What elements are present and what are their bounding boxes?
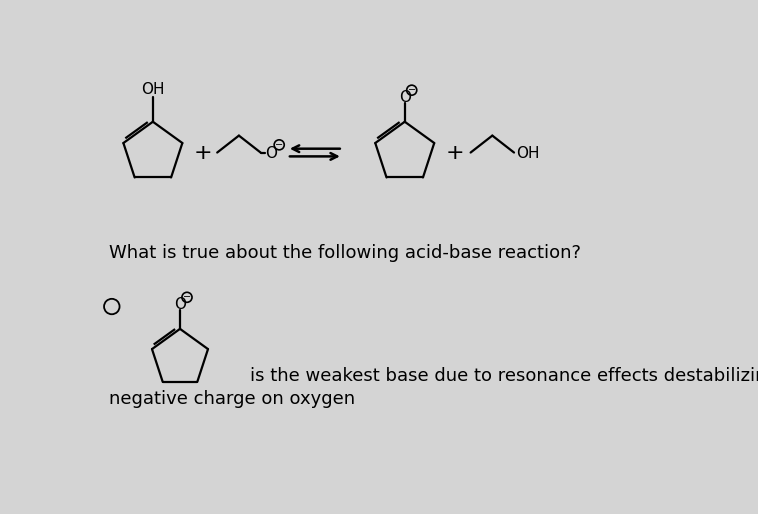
Text: What is true about the following acid-base reaction?: What is true about the following acid-ba… [108, 244, 581, 262]
Text: −: − [275, 140, 283, 150]
Text: +: + [446, 142, 465, 162]
Text: O: O [174, 297, 186, 311]
Text: +: + [194, 142, 212, 162]
Text: OH: OH [516, 146, 540, 161]
Text: negative charge on oxygen: negative charge on oxygen [108, 390, 355, 408]
Text: OH: OH [141, 82, 164, 97]
Text: O: O [265, 146, 277, 161]
Text: O: O [399, 89, 411, 105]
Text: is the weakest base due to resonance effects destabilizing the: is the weakest base due to resonance eff… [249, 367, 758, 385]
Text: −: − [183, 292, 191, 302]
Text: −: − [408, 85, 416, 95]
